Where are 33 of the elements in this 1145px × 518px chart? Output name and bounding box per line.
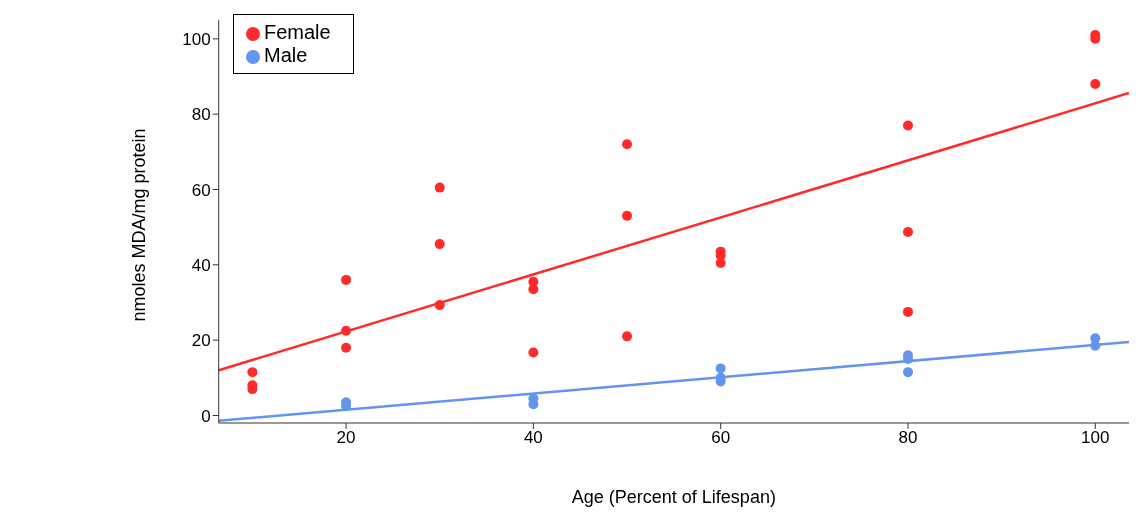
x-tick-label: 60 xyxy=(711,428,731,448)
y-tick-label: 60 xyxy=(191,180,211,200)
point xyxy=(1090,79,1101,90)
point xyxy=(622,331,633,342)
y-tick-label: 20 xyxy=(191,331,211,351)
point xyxy=(247,367,258,378)
point xyxy=(434,300,445,311)
point xyxy=(622,210,633,221)
y-tick-label: 40 xyxy=(191,255,211,275)
point xyxy=(341,274,352,285)
point xyxy=(902,120,913,131)
point xyxy=(902,367,913,378)
y-tick-label: 100 xyxy=(182,29,211,49)
x-tick-label: 40 xyxy=(523,428,543,448)
y-axis-title: nmoles MDA/mg protein xyxy=(129,128,150,322)
x-tick-label: 100 xyxy=(1081,428,1110,448)
x-tick-label: 80 xyxy=(898,428,918,448)
x-tick-label: 20 xyxy=(336,428,356,448)
point xyxy=(528,347,539,358)
point xyxy=(622,139,633,150)
x-axis-title: Age (Percent of Lifespan) xyxy=(571,487,776,507)
y-tick-label: 80 xyxy=(191,105,211,125)
legend-label: Female xyxy=(264,21,331,43)
point xyxy=(434,239,445,250)
point xyxy=(341,342,352,353)
y-tick-label: 0 xyxy=(201,406,211,426)
point xyxy=(715,363,726,374)
point xyxy=(528,284,539,295)
point xyxy=(341,325,352,336)
point xyxy=(434,182,445,193)
point xyxy=(902,227,913,238)
point xyxy=(902,306,913,317)
legend-label: Male xyxy=(264,44,308,66)
